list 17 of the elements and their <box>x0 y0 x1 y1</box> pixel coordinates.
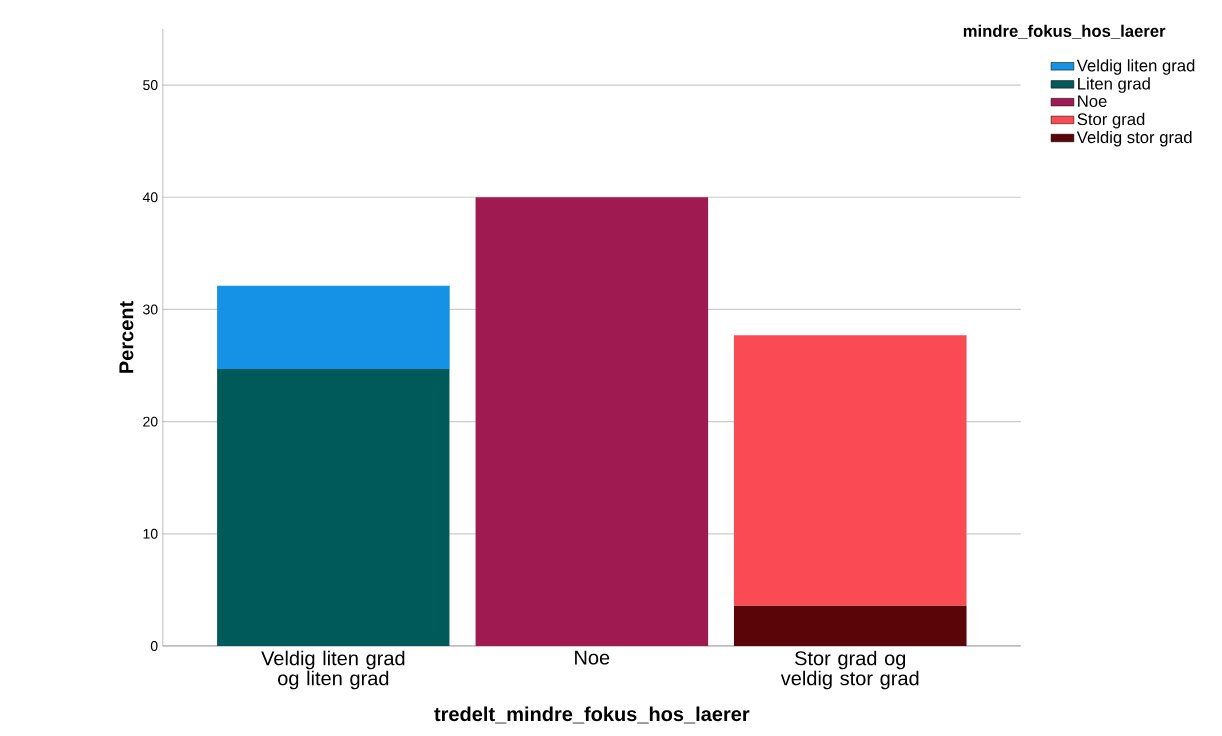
legend-label: Stor grad <box>1077 112 1145 129</box>
y-tick-label: 20 <box>143 416 158 427</box>
y-tick-label: 40 <box>142 192 158 203</box>
y-tick-label: 10 <box>143 528 158 539</box>
legend-label: Veldig liten grad <box>1076 59 1195 75</box>
legend-label: Noe <box>1078 95 1107 108</box>
x-tick-label: Stor grad og veldig stor grad <box>780 650 919 690</box>
legend-title: mindre_fokus_hos_laerer <box>963 24 1166 39</box>
legend-label: Veldig stor grad <box>1076 130 1192 147</box>
x-tick-label: Veldig liten grad og liten grad <box>261 650 405 690</box>
y-tick-label: 0 <box>150 641 158 651</box>
legend-label: Liten grad <box>1078 77 1150 93</box>
x-axis-title: tredelt_mindre_fokus_hos_laerer <box>434 706 750 724</box>
x-tick-label: Noe <box>575 650 610 665</box>
y-tick-label: 30 <box>143 304 158 315</box>
y-axis-title: Percent <box>119 301 134 373</box>
y-tick-label: 50 <box>143 80 158 91</box>
